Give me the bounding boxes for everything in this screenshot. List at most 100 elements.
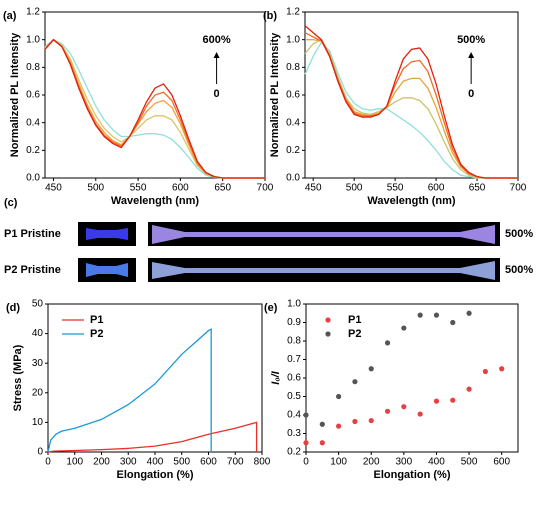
y-tick-label: 0.2 — [26, 145, 40, 156]
line — [304, 41, 518, 179]
panel-label: (e) — [264, 302, 278, 314]
y-tick-label: 0.4 — [26, 117, 40, 128]
point — [450, 319, 456, 326]
y-axis-label: Normalized PL Intensity — [269, 32, 281, 157]
sample-strip — [86, 263, 128, 277]
x-tick-label: 500 — [87, 183, 104, 194]
point — [466, 310, 472, 316]
x-tick-label: 500 — [173, 457, 190, 468]
y-tick-label: 0 — [37, 447, 43, 458]
x-tick-label: 100 — [330, 457, 347, 468]
x-tick-label: 700 — [257, 183, 274, 194]
x-tick-label: 100 — [66, 457, 83, 468]
y-tick-label: 0.0 — [286, 173, 300, 184]
y-tick-label: 1.2 — [26, 7, 40, 18]
point — [433, 312, 440, 318]
sample-strip — [86, 228, 128, 240]
x-tick-label: 650 — [214, 183, 231, 194]
y-tick-label: 20 — [32, 387, 44, 398]
x-axis-label: Elongation (%) — [117, 469, 194, 481]
strain-label: 500% — [505, 264, 533, 276]
strain-label: 500% — [505, 228, 533, 240]
y-tick-label: 1.0 — [26, 34, 40, 45]
y-tick-label: 0.6 — [287, 373, 301, 384]
point — [482, 368, 488, 375]
y-tick-label: 0.6 — [286, 90, 300, 101]
line — [47, 328, 212, 453]
panel-label: (a) — [3, 10, 17, 22]
line — [44, 38, 265, 179]
line — [47, 421, 258, 453]
x-tick-label: 650 — [469, 183, 486, 194]
x-tick-label: 550 — [387, 183, 404, 194]
point — [336, 393, 342, 400]
y-tick-label: 0.3 — [287, 428, 301, 439]
y-tick-label: 0.4 — [286, 117, 300, 128]
y-axis-label: Normalized PL Intensity — [9, 32, 21, 157]
x-tick-label: 0 — [45, 457, 51, 468]
point — [384, 408, 391, 414]
y-tick-label: 1.0 — [286, 34, 300, 45]
point — [319, 440, 325, 446]
x-tick-label: 450 — [45, 183, 62, 194]
point — [368, 366, 374, 372]
line — [44, 38, 265, 179]
point — [450, 397, 456, 403]
sample-strip — [152, 261, 495, 280]
line — [304, 32, 518, 179]
sample-label: P2 Pristine — [4, 264, 61, 276]
point — [352, 418, 358, 425]
x-tick-label: 600 — [200, 457, 217, 468]
line — [304, 25, 518, 179]
y-tick-label: 0.2 — [286, 145, 300, 156]
panel-label: (d) — [6, 302, 20, 314]
annotation: 600% — [203, 34, 231, 46]
y-tick-label: 1.2 — [286, 7, 300, 18]
x-tick-label: 550 — [130, 183, 147, 194]
y-tick-label: 1.0 — [287, 299, 301, 310]
plot-frame — [304, 11, 519, 179]
point — [417, 411, 423, 417]
panel-label: (b) — [263, 10, 277, 22]
x-tick-label: 300 — [120, 457, 137, 468]
x-axis-label: Wavelength (nm) — [367, 195, 456, 207]
panel-label: (c) — [4, 197, 18, 209]
x-tick-label: 400 — [147, 457, 164, 468]
y-tick-label: 10 — [32, 417, 44, 428]
legend-label: P1 — [348, 314, 361, 326]
x-tick-label: 450 — [305, 183, 322, 194]
x-axis-label: Wavelength (nm) — [111, 195, 200, 207]
x-tick-label: 400 — [428, 457, 445, 468]
y-tick-label: 0.9 — [287, 317, 301, 328]
legend-label: P2 — [90, 328, 103, 340]
x-tick-label: 600 — [428, 183, 445, 194]
point — [401, 325, 407, 331]
y-tick-label: 0.6 — [26, 90, 40, 101]
annotation: 500% — [457, 34, 485, 46]
point — [499, 366, 505, 372]
legend-swatch — [325, 331, 331, 337]
point — [352, 379, 358, 385]
line — [304, 38, 518, 179]
x-tick-label: 500 — [346, 183, 363, 194]
point — [303, 440, 309, 446]
x-tick-label: 700 — [227, 457, 244, 468]
y-tick-label: 0.5 — [287, 391, 301, 402]
y-axis-label: Stress (MPa) — [12, 344, 24, 411]
annotation: 0 — [468, 88, 474, 100]
line — [305, 39, 518, 179]
point — [401, 404, 407, 410]
y-tick-label: 0.7 — [287, 354, 301, 365]
y-tick-label: 0.8 — [26, 62, 40, 73]
arrow-head — [213, 52, 220, 58]
y-tick-label: 0.0 — [26, 173, 40, 184]
x-tick-label: 0 — [303, 457, 309, 468]
point — [433, 398, 440, 404]
y-tick-label: 0.2 — [287, 447, 301, 458]
line — [44, 38, 265, 179]
point — [417, 312, 423, 318]
plot-frame — [305, 303, 519, 453]
annotation: 0 — [214, 88, 220, 100]
y-tick-label: 0.8 — [287, 336, 301, 347]
